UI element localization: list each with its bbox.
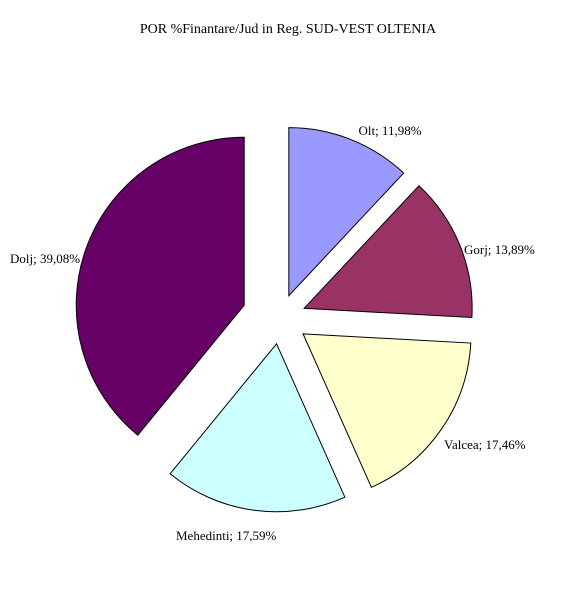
slice-label-dolj: Dolj; 39,08% [10, 251, 80, 266]
slice-label-valcea: Valcea; 17,46% [444, 437, 526, 452]
slice-label-mehedinti: Mehedinti; 17,59% [176, 528, 277, 543]
slice-label-gorj: Gorj; 13,89% [464, 242, 535, 257]
pie-slices [75, 127, 473, 513]
pie-slice-dolj [75, 136, 245, 436]
slice-label-olt: Olt; 11,98% [358, 123, 421, 138]
pie-slice-gorj [303, 184, 473, 319]
pie-slice-mehedinti [169, 342, 346, 513]
pie-labels: Olt; 11,98% Gorj; 13,89% Valcea; 17,46% Meh… [10, 123, 535, 543]
chart-title: POR %Finantare/Jud in Reg. SUD-VEST OLTE… [139, 22, 437, 37]
pie-slice-valcea [302, 333, 472, 489]
pie-slice-olt [288, 127, 405, 297]
